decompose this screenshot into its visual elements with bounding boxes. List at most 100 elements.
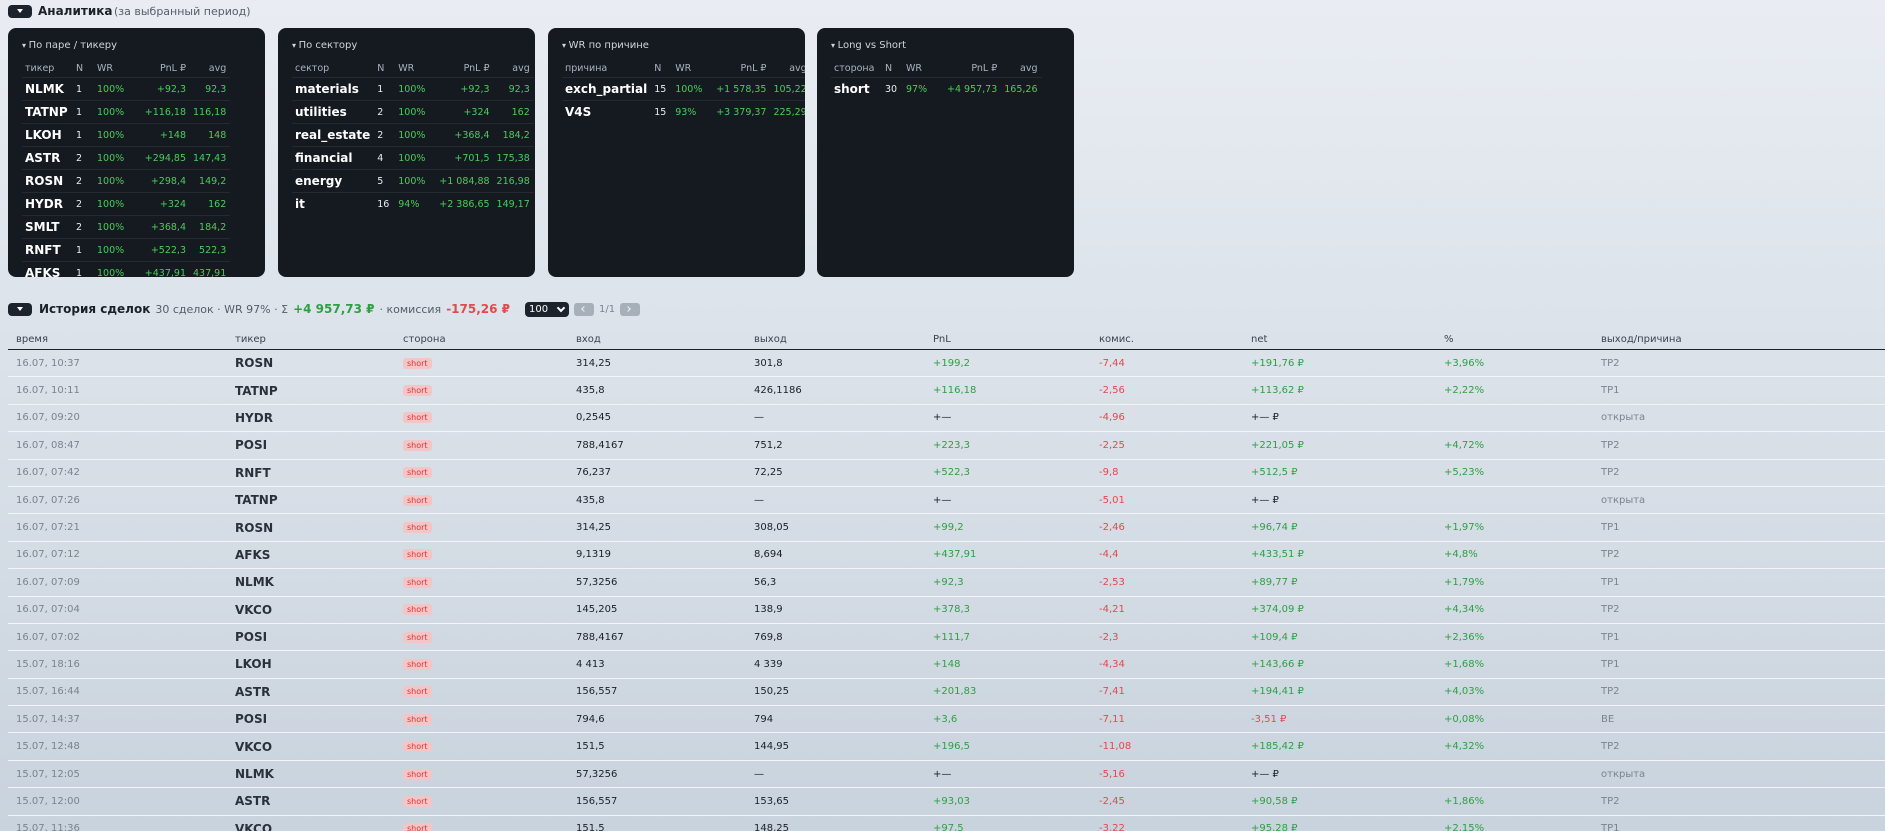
cell: +2,15%	[1436, 815, 1593, 831]
fee-label: · комиссия	[379, 302, 442, 316]
side-badge: short	[403, 604, 432, 616]
cell: 16.07, 07:42	[8, 459, 227, 487]
cell: +522,3	[135, 238, 190, 262]
cell: -9,8	[1091, 459, 1243, 487]
cell: +97,5	[925, 815, 1091, 831]
cell: +109,4 ₽	[1243, 623, 1436, 652]
row: energy 5 100% +1 084,88 216,98	[292, 169, 534, 193]
cell: 794	[746, 705, 925, 734]
cell: +1,79%	[1436, 568, 1593, 597]
row: exch_partial 15 100% +1 578,35 105,22	[562, 77, 805, 101]
row: V4S 15 93% +3 379,37 225,29	[562, 100, 805, 123]
card-title: Long vs Short	[831, 40, 907, 51]
card-title: По сектору	[292, 40, 358, 51]
cell: TP2	[1593, 541, 1885, 570]
cell: 4 413	[568, 650, 746, 679]
cell: materials	[292, 77, 375, 101]
cell: 5	[374, 169, 396, 193]
cell: 100%	[94, 77, 135, 101]
cell: 100%	[94, 215, 135, 239]
page-size-select[interactable]: 100	[525, 301, 570, 317]
cell: short	[395, 732, 568, 761]
cell: short	[395, 349, 568, 378]
card-table: тикер N WR PnL ₽ avg NLMK 1 100% +92,3 92,3 TATNP 1…	[22, 59, 231, 277]
column-header: тикер	[25, 62, 55, 74]
cell: +196,5	[925, 732, 1091, 761]
cell: 435,8	[568, 486, 746, 515]
cell: 437,91	[190, 261, 231, 277]
column-header: WR	[675, 62, 692, 74]
cell: 151,5	[568, 732, 746, 761]
cell: 100%	[395, 77, 437, 101]
cell: -2,56	[1091, 376, 1243, 405]
cell: +4,03%	[1436, 678, 1593, 707]
cell: +99,2	[925, 513, 1091, 542]
cell: +185,42 ₽	[1243, 732, 1436, 761]
cell: 184,2	[493, 123, 534, 147]
cell: 522,3	[190, 238, 231, 262]
row: HYDR 2 100% +324 162	[22, 192, 231, 216]
row: NLMK 1 100% +92,3 92,3	[22, 77, 231, 101]
cell: +522,3	[925, 459, 1091, 487]
cell: LKOH	[22, 123, 73, 147]
cell: +148	[135, 123, 190, 147]
side-badge: short	[403, 686, 432, 698]
column-header: PnL ₽	[160, 62, 186, 74]
cell: +191,76 ₽	[1243, 349, 1436, 378]
cell: SMLT	[22, 215, 73, 239]
cell: ASTR	[227, 787, 395, 816]
trade-row: 15.07, 14:37 POSI short 794,6 794 +3,6 -7,11 -3…	[8, 705, 1885, 734]
cell: +4 957,73	[944, 77, 1002, 100]
column-header: N	[76, 62, 84, 74]
section-subtitle: (за выбранный период)	[114, 5, 251, 18]
cell: TP1	[1593, 623, 1885, 652]
side-badge: short	[403, 549, 432, 561]
cell: RNFT	[22, 238, 73, 262]
cell	[1436, 760, 1593, 789]
cell: +433,51 ₽	[1243, 541, 1436, 570]
cell: 138,9	[746, 596, 925, 624]
side-badge: short	[403, 576, 432, 588]
cell: 93%	[672, 100, 714, 123]
cell: 184,2	[190, 215, 231, 239]
cell: +194,41 ₽	[1243, 678, 1436, 707]
column-header: выход	[746, 329, 925, 350]
prev-page-button[interactable]	[574, 302, 595, 316]
cell: 150,25	[746, 678, 925, 707]
cell: TP2	[1593, 678, 1885, 707]
cell: VKCO	[227, 596, 395, 624]
cell: +111,7	[925, 623, 1091, 652]
cell: short	[395, 596, 568, 624]
cell: TP1	[1593, 815, 1885, 831]
cell: —	[746, 760, 925, 789]
cell: TP2	[1593, 787, 1885, 816]
cell: TP1	[1593, 513, 1885, 542]
cell: +— ₽	[1243, 486, 1436, 515]
cell: 1	[73, 100, 94, 124]
next-page-button[interactable]	[620, 302, 641, 316]
cell: +1 578,35	[713, 77, 771, 101]
cell: 2	[374, 100, 396, 124]
cell: 116,18	[190, 100, 231, 124]
cell: 156,557	[568, 787, 746, 816]
card-table: причина N WR PnL ₽ avg exch_partial 15 100% +1 5…	[562, 59, 805, 123]
cell: short	[395, 760, 568, 789]
side-badge: short	[403, 522, 432, 534]
toggle-button[interactable]	[8, 5, 32, 18]
cell: +3,96%	[1436, 349, 1593, 378]
cell: TATNP	[22, 100, 73, 124]
cell: short	[395, 787, 568, 816]
cell: 15.07, 18:16	[8, 650, 227, 679]
toggle-button[interactable]	[8, 302, 32, 316]
side-badge: short	[403, 467, 432, 479]
cell: +—	[925, 404, 1091, 433]
cell: 15	[651, 100, 673, 123]
cell: +92,3	[436, 77, 494, 101]
cell: +93,03	[925, 787, 1091, 816]
cell: 156,557	[568, 678, 746, 707]
trade-row: 15.07, 18:16 LKOH short 4 413 4 339 +148 -4,34…	[8, 650, 1885, 679]
cell: +0,08%	[1436, 705, 1593, 734]
header-row: тикер N WR PnL ₽ avg	[22, 59, 230, 78]
column-header: %	[1436, 329, 1593, 350]
